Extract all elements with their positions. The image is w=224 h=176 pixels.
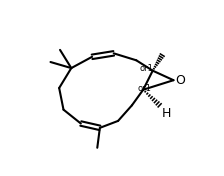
Text: O: O — [176, 74, 185, 87]
Text: or1: or1 — [140, 64, 154, 73]
Text: or1: or1 — [137, 84, 151, 93]
Text: H: H — [161, 107, 171, 120]
